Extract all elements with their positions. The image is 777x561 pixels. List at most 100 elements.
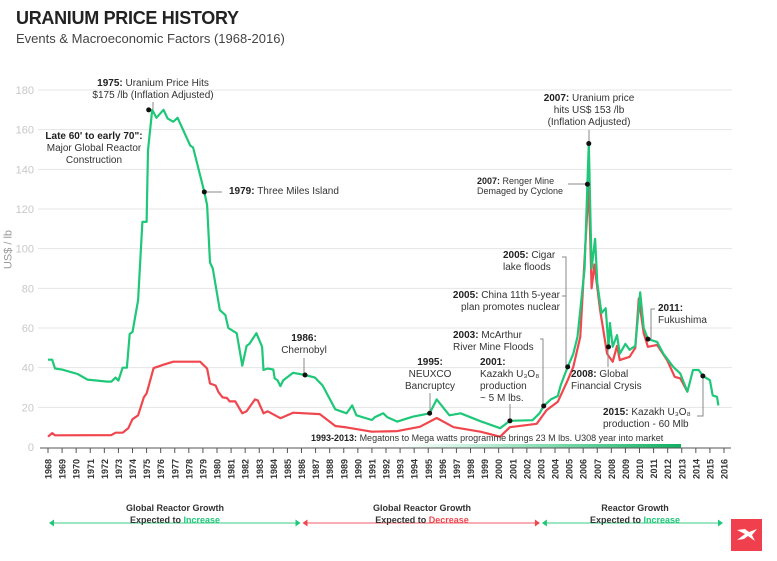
x-tick-label: 1989: [339, 459, 349, 479]
x-tick-label: 1979: [198, 459, 208, 479]
leader-2005-china: [562, 295, 567, 367]
x-tick-label: 2006: [579, 459, 589, 479]
annotation-text: production: [480, 381, 527, 392]
y-tick-label: 160: [16, 125, 34, 137]
period-label-1986-2003: Global Reactor Growth Expected to Decrea…: [322, 502, 522, 526]
annotation-text: River Mine Floods: [453, 342, 534, 353]
leader-2015: [697, 376, 704, 417]
annotation-2003: 2003: McArthur River Mine Floods: [453, 330, 534, 354]
annotation-year: 2005:: [452, 290, 479, 301]
annotation-text: Major Global Reactor: [46, 143, 142, 154]
y-tick-label: 80: [22, 283, 34, 295]
annotation-text: ~ 5 M lbs.: [480, 393, 524, 404]
annotation-text: Uranium price: [572, 93, 635, 104]
annotation-text: plan promotes nuclear: [461, 302, 560, 313]
annotation-1993-2013: 1993-2013: Megatons to Mega watts progra…: [311, 432, 663, 444]
annotation-2007-renger: 2007: Renger Mine Demaged by Cyclone: [477, 176, 563, 196]
x-tick-label: 2001: [508, 459, 518, 479]
annotation-text: hits US$ 153 /lb: [553, 105, 625, 116]
x-tick-label: 2007: [593, 459, 603, 479]
y-tick-label: 180: [16, 85, 34, 97]
annotation-year: 2007:: [543, 93, 570, 104]
annotation-text: (Inflation Adjusted): [547, 117, 631, 128]
x-tick-label: 2004: [551, 459, 561, 479]
annotation-year: 1975:: [97, 78, 123, 89]
leader-2005-cigar: [562, 256, 567, 296]
period-trend: Increase: [183, 515, 221, 525]
annotation-text: production - 60 Mlb: [603, 419, 689, 430]
arrow-right-icon: [534, 519, 540, 527]
event-marker: [586, 141, 592, 147]
series-line-green: [48, 108, 720, 430]
y-tick-label: 100: [16, 244, 34, 256]
annotation-text: Bancruptcy: [404, 381, 456, 392]
x-tick-label: 2015: [705, 459, 715, 479]
annotation-year: 1993-2013:: [311, 433, 358, 443]
annotation-year: 1995:: [417, 357, 443, 368]
x-tick-label: 1988: [325, 459, 335, 479]
x-tick-label: 1972: [100, 459, 110, 479]
annotation-1979: 1979: Three Miles Island: [229, 186, 339, 198]
annotation-1986: 1986: Chernobyl: [273, 333, 335, 357]
period-trend: Decrease: [428, 515, 469, 525]
period-label-2003-2016: Reactor Growth Expected to Increase: [535, 502, 735, 526]
annotation-text: China 11th 5-year: [481, 290, 560, 301]
x-tick-label: 1995: [424, 459, 434, 479]
y-tick-label: 120: [16, 204, 34, 216]
x-tick-label: 1970: [72, 459, 82, 479]
period-line2: Expected to: [375, 515, 429, 525]
x-tick-label: 2009: [621, 459, 631, 479]
annotation-2005-cigar: 2005: Cigar lake floods: [503, 250, 555, 274]
x-tick-label: 2016: [720, 459, 730, 479]
arrow-left-icon: [302, 519, 308, 527]
annotation-text: Renger Mine: [502, 176, 555, 186]
annotation-year: 2015:: [603, 407, 629, 418]
megatons-programme-bar: [400, 444, 681, 448]
x-tick-label: 1985: [283, 459, 293, 479]
arrow-left-icon: [541, 519, 547, 527]
event-marker: [565, 364, 571, 370]
period-label-1968-1986: Global Reactor Growth Expected to Increa…: [75, 502, 275, 526]
event-marker: [302, 372, 308, 378]
x-tick-label: 2012: [663, 459, 673, 479]
x-tick-label: 1990: [353, 459, 363, 479]
period-line1: Global Reactor Growth: [372, 503, 471, 513]
y-tick-label: 140: [16, 164, 34, 176]
y-tick-label: 60: [22, 323, 34, 335]
event-marker: [541, 403, 547, 409]
leader-2003: [540, 338, 544, 406]
period-trend: Increase: [643, 515, 681, 525]
annotation-year: 2007:: [477, 176, 501, 186]
annotation-text: Construction: [65, 155, 123, 166]
x-tick-label: 1986: [297, 459, 307, 479]
annotation-text: Chernobyl: [281, 345, 327, 356]
x-tick-label: 1991: [367, 459, 377, 479]
period-line1: Reactor Growth: [601, 503, 669, 513]
period-line2: Expected to: [589, 515, 644, 525]
annotation-text: lake floods: [503, 262, 551, 273]
annotation-year: 1986:: [291, 333, 317, 344]
annotation-text: Global: [599, 369, 629, 380]
x-tick-label: 2003: [536, 459, 546, 479]
x-tick-label: 2002: [522, 459, 532, 479]
event-marker: [700, 373, 706, 379]
x-tick-label: 1994: [410, 459, 420, 479]
x-tick-label: 1984: [269, 459, 279, 479]
x-tick-label: 1998: [466, 459, 476, 479]
annotation-text: Financial Crysis: [571, 381, 642, 392]
annotation-text: Demaged by Cyclone: [477, 186, 564, 196]
annotation-text: Kazakh U₃O₈: [631, 407, 691, 418]
annotation-2005-china: 2005: China 11th 5-year plan promotes nu…: [430, 290, 560, 314]
event-marker: [201, 189, 207, 195]
annotation-2015: 2015: Kazakh U₃O₈ production - 60 Mlb: [603, 407, 691, 431]
x-tick-label: 1999: [480, 459, 490, 479]
period-line1: Global Reactor Growth: [125, 503, 224, 513]
period-line2: Expected to: [129, 515, 184, 525]
annotation-late-60s: Late 60' to early 70": Major Global Reac…: [38, 131, 150, 167]
arrow-right-icon: [295, 519, 301, 527]
series-line-red: [47, 184, 689, 438]
event-marker: [606, 344, 612, 350]
annotation-text: Fukushima: [658, 315, 707, 326]
annotation-text: Kazakh U₃O₈: [480, 369, 540, 380]
